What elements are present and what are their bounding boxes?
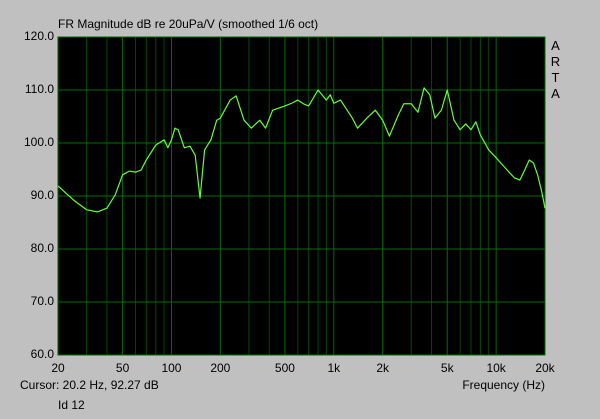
x-tick-label: 5k [441, 361, 455, 375]
id-label: Id 12 [58, 398, 85, 412]
x-tick-label: 20k [535, 361, 555, 375]
x-tick-label: 10k [486, 361, 506, 375]
y-tick-label: 100.0 [24, 135, 54, 149]
chart-title: FR Magnitude dB re 20uPa/V (smoothed 1/6… [58, 17, 318, 31]
x-axis-label: Frequency (Hz) [462, 378, 545, 392]
x-tick-label: 1k [327, 361, 341, 375]
x-tick-label: 2k [376, 361, 390, 375]
cursor-readout: Cursor: 20.2 Hz, 92.27 dB [20, 378, 159, 392]
fr-curve [57, 87, 546, 213]
x-tick-label: 20 [51, 361, 65, 375]
y-tick-label: 70.0 [31, 294, 55, 308]
x-tick-label: 500 [275, 361, 295, 375]
y-tick-label: 120.0 [24, 29, 54, 43]
watermark: ARTA [548, 38, 563, 102]
x-tick-label: 50 [116, 361, 130, 375]
y-tick-label: 80.0 [31, 241, 55, 255]
plot-border [57, 36, 546, 356]
y-tick-label: 60.0 [31, 347, 55, 361]
y-tick-label: 110.0 [25, 82, 54, 96]
y-tick-label: 90.0 [31, 188, 55, 202]
x-tick-label: 100 [161, 361, 181, 375]
x-tick-label: 200 [210, 361, 230, 375]
